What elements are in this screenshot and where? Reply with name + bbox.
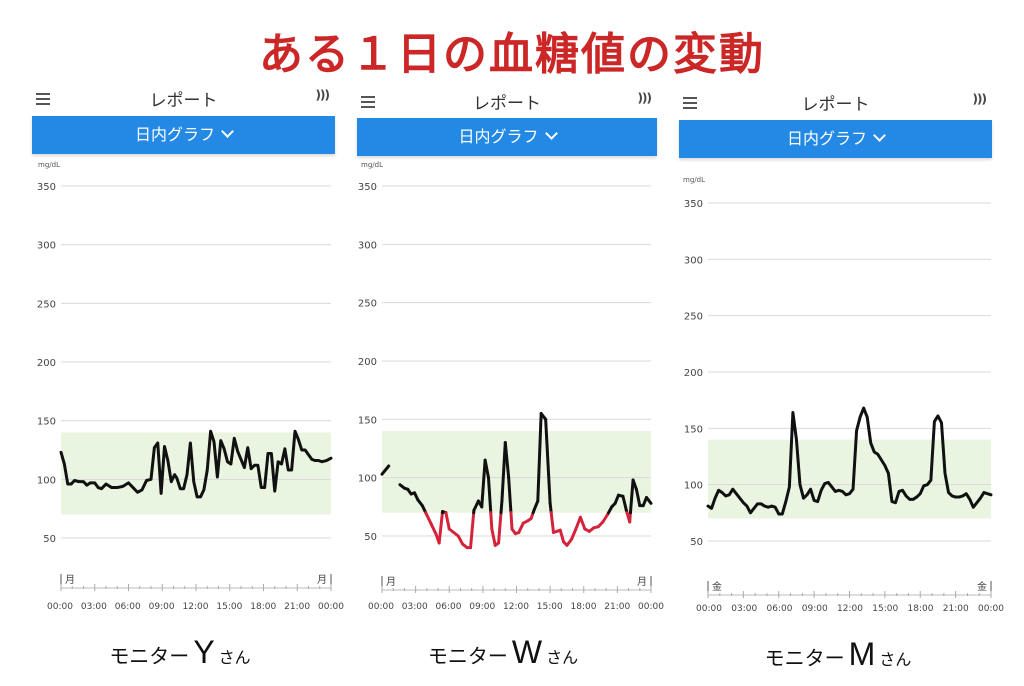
low-glucose-line: [551, 513, 553, 533]
glucose-line: [501, 501, 502, 513]
low-glucose-line: [580, 517, 584, 529]
y-tick-label: 150: [684, 424, 703, 435]
y-tick-label: 250: [684, 312, 703, 323]
x-tick-label: 00:00: [318, 602, 344, 612]
x-tick-label: 12:00: [183, 602, 209, 612]
target-range-band: [708, 440, 991, 519]
day-label-start: 月: [386, 576, 396, 588]
x-tick-label: 21:00: [604, 602, 630, 612]
low-glucose-line: [491, 513, 492, 529]
x-tick-label: 00:00: [696, 604, 722, 614]
y-tick-label: 250: [37, 299, 56, 310]
y-tick-label: 100: [684, 481, 703, 492]
x-tick-label: 00:00: [638, 602, 664, 612]
x-tick-label: 12:00: [837, 604, 863, 614]
y-tick-label: 350: [684, 199, 703, 210]
y-tick-label: 300: [684, 255, 703, 266]
y-tick-label: 200: [684, 368, 703, 379]
x-tick-label: 15:00: [216, 602, 242, 612]
y-tick-label: 200: [358, 357, 377, 368]
x-tick-label: 09:00: [802, 604, 828, 614]
day-label-end: 金: [977, 580, 987, 593]
y-tick-label: 50: [43, 534, 56, 545]
x-tick-label: 00:00: [978, 604, 1004, 614]
y-tick-label: 150: [37, 417, 56, 428]
y-tick-label: 300: [37, 241, 56, 252]
y-tick-label: 50: [364, 532, 377, 543]
x-tick-label: 18:00: [571, 602, 597, 612]
x-tick-label: 12:00: [503, 602, 529, 612]
x-tick-label: 18:00: [250, 602, 276, 612]
low-glucose-line: [560, 530, 563, 542]
y-tick-label: 100: [37, 475, 56, 486]
low-glucose-line: [519, 523, 523, 532]
y-tick-label: 250: [358, 299, 377, 310]
low-glucose-line: [471, 513, 474, 548]
chart-2: 350 300 250 200 150 100 50 金 金 00:00 03:00 06:00 09:…: [684, 199, 1004, 614]
y-tick-label: 350: [358, 182, 377, 193]
x-tick-label: 21:00: [943, 604, 969, 614]
x-tick-label: 03:00: [402, 602, 428, 612]
x-tick-label: 03:00: [81, 602, 107, 612]
x-tick-label: 15:00: [537, 602, 563, 612]
day-label-start: 金: [712, 580, 722, 593]
x-tick-label: 06:00: [115, 602, 141, 612]
x-tick-label: 15:00: [872, 604, 898, 614]
y-tick-label: 100: [358, 474, 377, 485]
chart-1: 350 300 250 200 150 100 50 月 月 00:00 03:00 06:00 09:…: [358, 182, 664, 612]
x-tick-label: 06:00: [767, 604, 793, 614]
low-glucose-line: [431, 524, 435, 533]
x-tick-label: 00:00: [368, 602, 394, 612]
low-glucose-line: [571, 529, 575, 540]
y-tick-label: 150: [358, 415, 377, 426]
target-range-band: [382, 431, 651, 513]
low-glucose-line: [446, 513, 449, 529]
y-tick-label: 350: [37, 182, 56, 193]
chart-0: 350 300 250 200 150 100 50 月 月 00:00 03:00 06:00 09:…: [37, 182, 344, 612]
y-tick-label: 50: [690, 537, 703, 548]
low-glucose-line: [499, 513, 501, 543]
x-tick-label: 18:00: [908, 604, 934, 614]
x-tick-label: 21:00: [284, 602, 310, 612]
low-glucose-line: [492, 529, 495, 545]
day-label-end: 月: [637, 576, 647, 588]
day-label-end: 月: [317, 574, 327, 586]
x-tick-label: 00:00: [47, 602, 73, 612]
x-tick-label: 09:00: [469, 602, 495, 612]
day-label-start: 月: [65, 574, 75, 586]
low-glucose-line: [439, 513, 442, 543]
y-tick-label: 200: [37, 358, 56, 369]
x-tick-label: 09:00: [149, 602, 175, 612]
x-tick-label: 03:00: [731, 604, 757, 614]
low-glucose-line: [511, 513, 512, 529]
low-glucose-line: [427, 515, 431, 524]
target-range-band: [61, 432, 331, 514]
y-tick-label: 300: [358, 240, 377, 251]
x-tick-label: 06:00: [436, 602, 462, 612]
